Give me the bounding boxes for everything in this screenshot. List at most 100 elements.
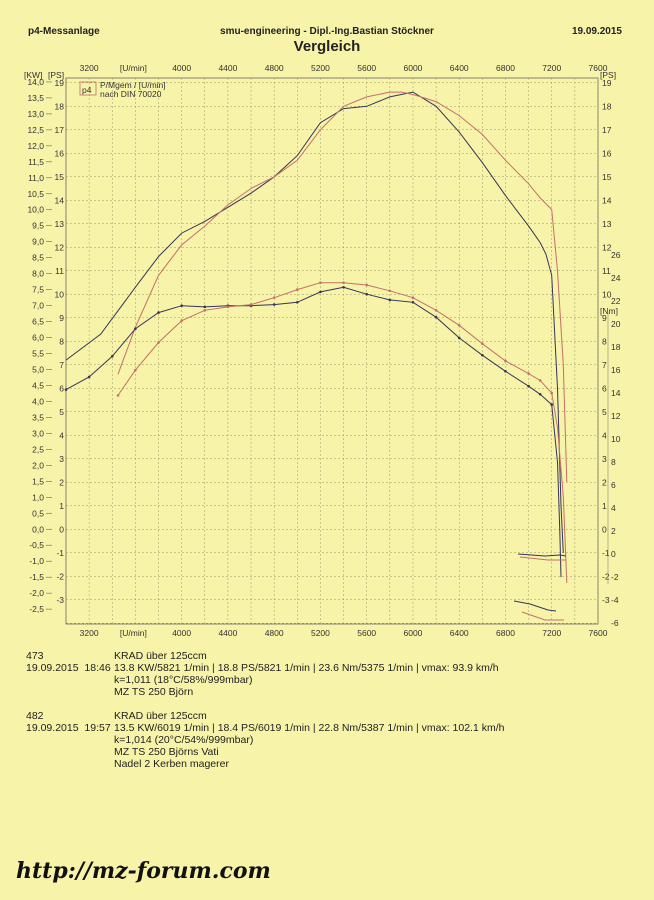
x-tick-bottom: 6800 [496,628,515,638]
x-tick-top: 6000 [403,63,422,73]
header-date: 19.09.2015 [571,26,622,37]
legend-logo: p4 [82,85,92,95]
tail-line-4 [521,611,564,621]
series-line-4 [117,282,568,583]
series-marker [203,309,207,312]
y-ps-tick-right: -3 [602,595,610,605]
series-marker [342,281,345,285]
y-nm-tick: 26 [611,250,621,260]
plot-frame [65,77,599,625]
y-kw-tick: 1,0 [32,492,44,502]
run-class: KRAD über 125ccm [114,650,207,662]
y-ps-tick: -3 [56,595,64,605]
run-time: 19:57 [84,722,111,734]
x-tick-bottom: 3200 [80,628,99,638]
y-ps-label-left: [PS] [48,70,64,80]
y-ps-tick: 15 [55,172,65,182]
y-kw-label: [KW] [24,70,42,80]
run-correction: k=1,011 (18°C/58%/999mbar) [114,674,253,686]
y-ps-tick: 11 [55,266,64,276]
y-nm-tick: -6 [611,618,619,628]
run-id: 482 [26,710,44,722]
y-ps-tick-right: 9 [602,313,607,323]
series-marker [538,392,542,396]
x-tick-top: 5200 [311,63,330,73]
legend-line-2: nach DIN 70020 [100,89,162,99]
y-nm-label: [Nm] [600,306,618,316]
run-correction: k=1,014 (20°C/54%/999mbar) [114,734,254,746]
y-nm-tick: 12 [611,411,621,421]
series-marker [434,309,438,312]
y-kw-tick: 8,0 [32,269,44,279]
y-kw-tick: 13,0 [27,109,44,119]
y-ps-tick: 19 [55,78,65,88]
x-tick-top: 3200 [80,63,99,73]
series-marker [550,391,554,395]
y-nm-tick: 6 [611,480,616,490]
y-kw-tick: 1,5 [32,476,44,486]
y-ps-tick-right: 18 [602,101,612,111]
y-kw-tick: 4,5 [32,380,44,390]
series-marker [481,342,484,345]
y-kw-tick: 5,0 [32,364,44,374]
y-ps-tick-right: -1 [602,548,610,558]
y-kw-tick: 11,0 [28,173,44,183]
series-marker [365,292,368,296]
y-nm-tick: 14 [611,388,621,398]
y-ps-tick: 2 [59,477,64,487]
dyno-chart: 3200320040004000440044004800480052005200… [24,63,621,638]
series-marker [342,286,345,289]
x-tick-top: 7600 [589,63,608,73]
x-tick-top: 6800 [496,63,515,73]
y-ps-tick: 9 [59,313,64,323]
series-marker [411,296,415,299]
series-marker [481,353,484,357]
series-marker [434,315,438,319]
run-id: 473 [26,650,44,662]
x-tick-top: 4000 [172,63,191,73]
run-time: 18:46 [84,662,111,674]
y-kw-tick: 12,5 [27,125,44,135]
series-marker [157,341,160,344]
y-kw-tick: 2,5 [32,444,44,454]
run-stats: 13.5 KW/6019 1/min | 18.4 PS/6019 1/min … [114,722,505,734]
y-ps-tick-right: 4 [602,430,607,440]
series-marker [64,388,68,391]
series-marker [319,290,322,294]
y-ps-tick-right: 6 [602,383,607,393]
tail-line-3 [513,600,557,612]
y-ps-tick-right: 10 [602,289,612,299]
series-marker [527,372,530,375]
series-marker [226,305,230,309]
y-ps-tick-right: 5 [602,407,607,417]
y-ps-tick: 16 [55,148,65,158]
y-ps-tick: -2 [56,571,64,581]
y-ps-tick-right: 13 [602,219,612,229]
run-note: Nadel 2 Kerben magerer [114,758,229,770]
y-nm-tick: 24 [611,273,621,283]
y-kw-tick: 7,0 [32,301,44,311]
footer-url: http://mz-forum.com [16,858,271,884]
y-kw-tick: 11,5 [28,157,44,167]
chart-title: Vergleich [293,38,361,55]
x-tick-bottom: 4400 [218,628,237,638]
series-marker [272,303,276,306]
x-tick-bottom: 7600 [589,628,608,638]
series-marker [157,311,160,314]
y-kw-tick: 5,5 [32,349,44,359]
y-kw-tick: 6,5 [32,317,44,327]
x-tick-top: 5600 [357,63,376,73]
run-vehicle: MZ TS 250 Björn [114,686,194,698]
y-kw-tick: 0,5 [32,508,44,518]
y-ps-tick: 8 [59,336,64,346]
run-vehicle: MZ TS 250 Björns Vati [114,746,219,758]
y-nm-tick: 22 [611,296,621,306]
x-tick-bottom: 5200 [311,628,330,638]
y-nm-tick: 2 [611,526,616,536]
x-tick-top: 6400 [450,63,469,73]
series-marker [296,300,299,304]
series-marker [296,288,299,291]
x-axis-label-top: [U/min] [120,63,147,73]
y-ps-tick: 14 [55,195,65,205]
series-marker [110,355,114,358]
